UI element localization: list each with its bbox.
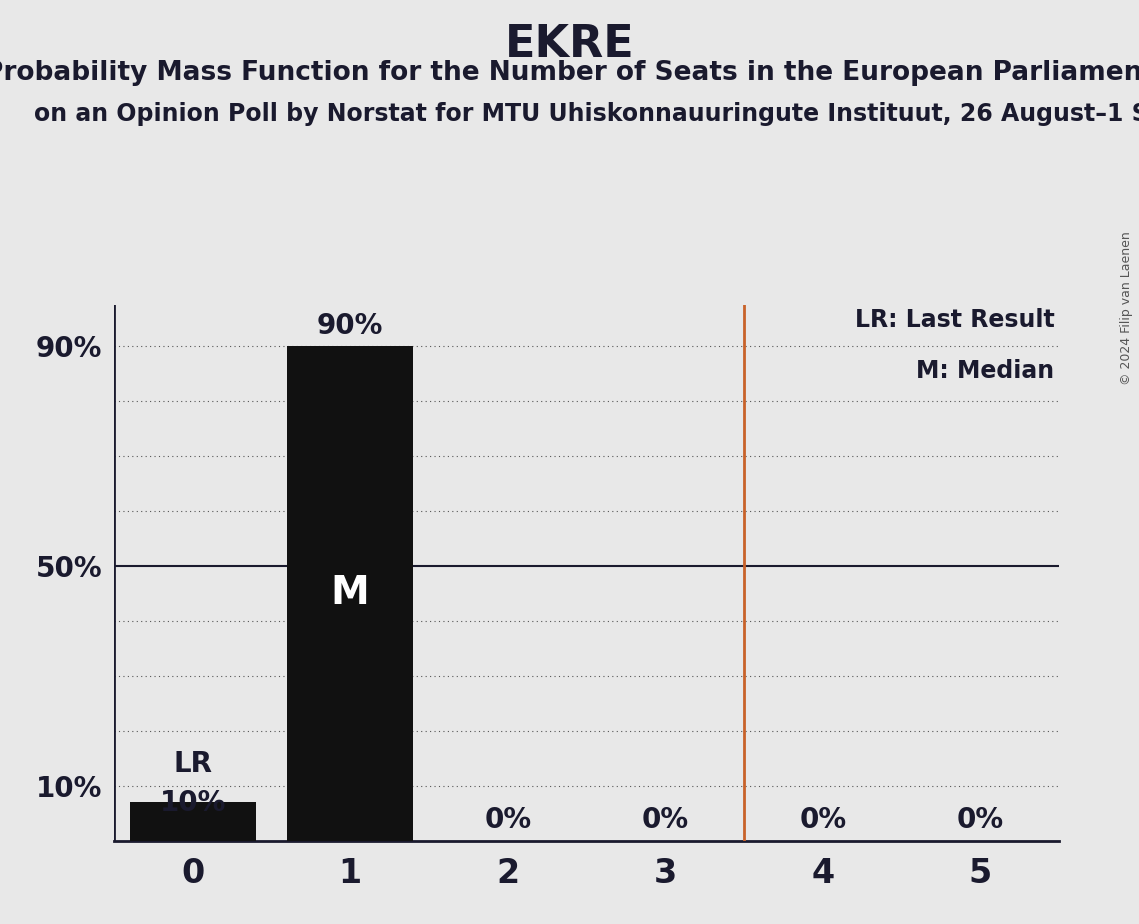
Bar: [287, 346, 413, 841]
Text: M: M: [330, 575, 370, 613]
Text: M: Median: M: Median: [917, 359, 1055, 383]
Text: 0%: 0%: [957, 807, 1005, 834]
Text: LR: LR: [173, 749, 212, 778]
Text: 10%: 10%: [159, 788, 226, 817]
Text: LR: Last Result: LR: Last Result: [854, 308, 1055, 332]
Text: 0%: 0%: [800, 807, 846, 834]
Text: Probability Mass Function for the Number of Seats in the European Parliament: Probability Mass Function for the Number…: [0, 60, 1139, 86]
Text: 90%: 90%: [317, 311, 384, 339]
Text: 0%: 0%: [641, 807, 689, 834]
Text: on an Opinion Poll by Norstat for MTU Uhiskonnauuringute Instituut, 26 August–1 : on an Opinion Poll by Norstat for MTU Uh…: [34, 102, 1139, 126]
Text: EKRE: EKRE: [505, 23, 634, 67]
Text: 0%: 0%: [484, 807, 532, 834]
Text: © 2024 Filip van Laenen: © 2024 Filip van Laenen: [1121, 231, 1133, 384]
Bar: [130, 802, 256, 841]
